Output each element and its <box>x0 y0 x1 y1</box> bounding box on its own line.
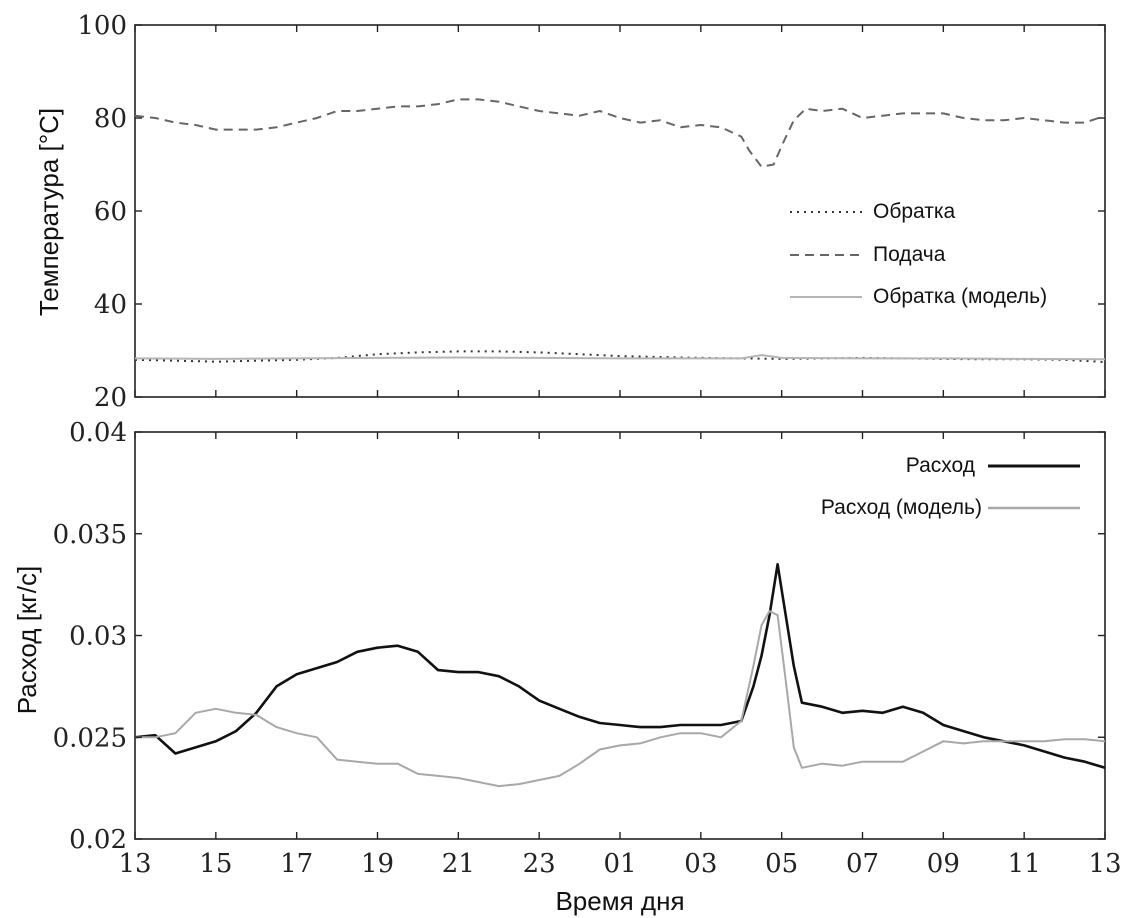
x-tick-label: 05 <box>765 849 798 879</box>
x-tick-label: 19 <box>361 849 394 879</box>
x-tick-label: 01 <box>603 849 636 879</box>
temperature-y-tick-label: 80 <box>94 104 127 134</box>
temperature-legend: Обратка Подача Обратка (модель) <box>790 200 1047 308</box>
flow-y-tick-label: 0.02 <box>69 825 127 855</box>
temperature-legend-label: Обратка <box>873 200 956 223</box>
flow-x-axis: 13 15 17 19 21 23 01 03 05 07 09 11 13 <box>118 432 1122 879</box>
temperature-series-2-line <box>134 354 1106 361</box>
temperature-y-tick-label: 40 <box>94 290 127 320</box>
flow-y-axis: 0.02 0.025 0.03 0.035 0.04 <box>53 418 1105 855</box>
flow-series-1-line <box>135 610 1106 788</box>
flow-y-tick-label: 0.035 <box>53 520 127 550</box>
flow-legend-label: Расход (модель) <box>821 496 982 519</box>
x-tick-label: 13 <box>118 849 151 879</box>
temperature-series-group <box>134 98 1106 364</box>
temperature-series-1-line <box>134 98 1106 168</box>
x-axis-label: Время дня <box>555 886 684 916</box>
x-tick-label: 07 <box>846 849 879 879</box>
temperature-panel: 20 40 60 80 100 Температура [°C] Обратка Пода… <box>34 11 1106 413</box>
x-tick-label: 11 <box>1008 849 1041 879</box>
x-tick-label: 09 <box>927 849 960 879</box>
x-tick-label: 21 <box>442 849 475 879</box>
temperature-legend-label: Обратка (модель) <box>873 285 1047 308</box>
temperature-x-ticks <box>134 25 1106 397</box>
flow-series-0-line <box>134 562 1106 770</box>
flow-y-tick-label: 0.025 <box>53 723 127 753</box>
temperature-y-tick-label: 100 <box>77 11 127 41</box>
temperature-y-axis-label: Температура [°C] <box>34 108 64 316</box>
temperature-series-0-line <box>134 350 1106 364</box>
flow-legend-label: Расход <box>906 454 975 477</box>
x-tick-label: 23 <box>523 849 556 879</box>
temperature-plot-frame <box>134 24 1106 398</box>
flow-y-tick-label: 0.03 <box>69 622 127 652</box>
flow-y-axis-label: Расход [кг/с] <box>12 566 42 714</box>
flow-legend: Расход Расход (модель) <box>821 454 1080 519</box>
x-tick-label: 17 <box>280 849 313 879</box>
temperature-y-tick-label: 60 <box>94 197 127 227</box>
temperature-y-axis: 20 40 60 80 100 <box>77 11 1105 413</box>
flow-y-tick-label: 0.04 <box>69 418 127 448</box>
temperature-y-tick-label: 20 <box>94 383 127 413</box>
x-tick-label: 13 <box>1088 849 1121 879</box>
flow-series-group <box>134 562 1106 788</box>
temperature-legend-label: Подача <box>873 243 946 266</box>
flow-plot-frame <box>134 431 1106 840</box>
x-tick-label: 15 <box>199 849 232 879</box>
x-tick-label: 03 <box>684 849 717 879</box>
